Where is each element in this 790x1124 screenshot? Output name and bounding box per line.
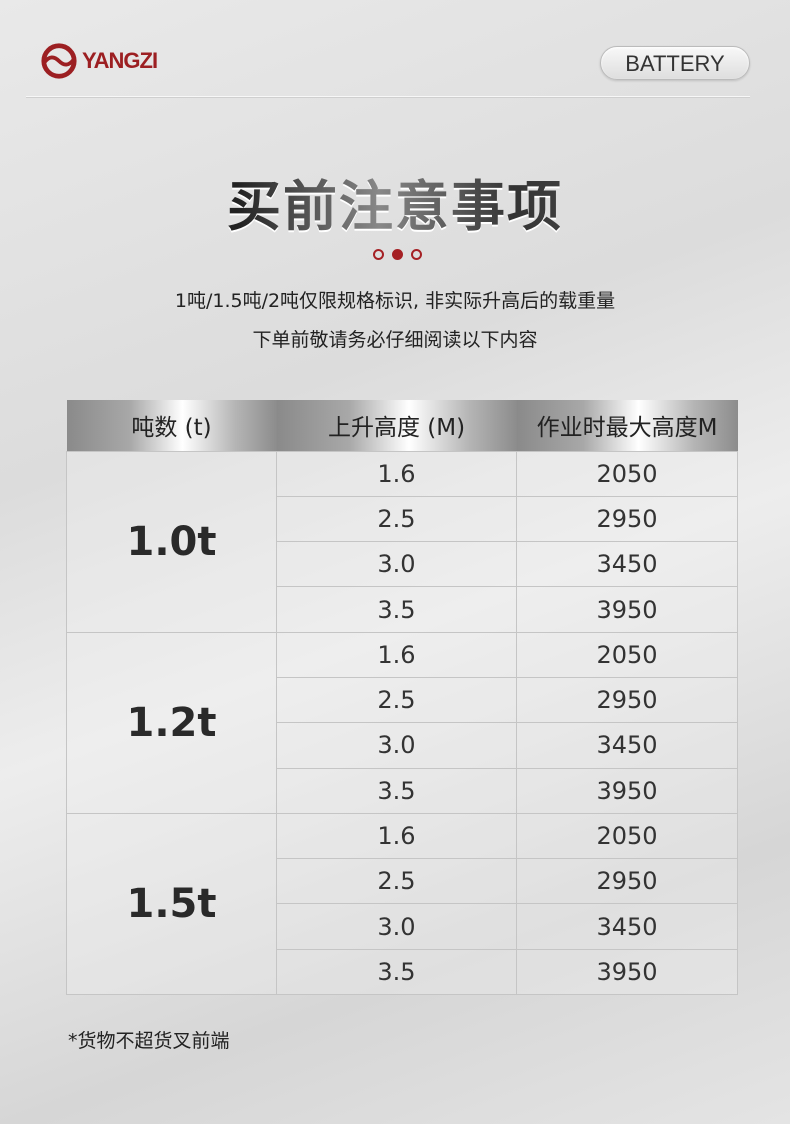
table-row: 3.0 3450	[67, 722, 738, 769]
battery-badge: BATTERY	[600, 46, 750, 80]
max-height-cell: 3950	[516, 767, 738, 814]
dot-icon	[411, 249, 422, 260]
subtitle-line: 下单前敬请务必仔细阅读以下内容	[252, 329, 538, 351]
table-row: 2.5 2950	[67, 495, 738, 543]
table-row: 1.5t 1.6 2050	[66, 812, 738, 996]
lift-height-cell: 3.5	[276, 586, 517, 633]
header-tonnage: 吨数 (t)	[66, 400, 277, 451]
max-height-cell: 2050	[516, 812, 738, 860]
max-height-cell: 3450	[516, 903, 738, 950]
lift-height-cell: 2.5	[276, 495, 517, 543]
divider	[26, 96, 750, 97]
max-height-cell: 2050	[516, 631, 738, 678]
max-height-cell: 3950	[516, 586, 738, 633]
table-row: 2.5 2950	[67, 858, 738, 905]
header-max-height: 作业时最大高度M	[516, 400, 738, 451]
table-row: 3.0 3450	[67, 541, 738, 588]
max-height-cell: 2050	[516, 450, 738, 497]
table-row: 1.2t 1.6 2050	[66, 631, 738, 814]
logo-text: YANGZI	[82, 48, 158, 73]
decorative-dots	[373, 249, 422, 260]
subtitle-line: 1吨/1.5吨/2吨仅限规格标识, 非实际升高后的载重量	[174, 290, 616, 312]
yangzi-logo-icon	[41, 43, 77, 79]
lift-height-cell: 3.0	[276, 541, 517, 588]
lift-height-cell: 3.5	[276, 948, 517, 996]
max-height-cell: 3950	[516, 948, 738, 996]
brand-logo: YANGZI	[40, 42, 158, 80]
table-row: 2.5 2950	[67, 676, 738, 724]
table-row: 3.5 3950	[67, 948, 738, 996]
tonnage-cell: 1.2t	[66, 631, 277, 814]
lift-height-cell: 2.5	[276, 858, 517, 905]
tonnage-cell: 1.0t	[66, 450, 277, 633]
max-height-cell: 3450	[516, 541, 738, 588]
dot-icon	[392, 249, 403, 260]
table-row: 3.5 3950	[67, 767, 738, 814]
page-title: 买前注意事项	[0, 162, 790, 241]
spec-table: 吨数 (t) 上升高度 (M) 作业时最大高度M 1.0t 1.6 2050 2.5 2…	[66, 400, 738, 996]
lift-height-cell: 1.6	[276, 450, 517, 497]
lift-height-cell: 3.0	[276, 722, 517, 769]
max-height-cell: 2950	[516, 858, 738, 905]
lift-height-cell: 1.6	[276, 631, 517, 678]
table-row: 1.0t 1.6 2050	[66, 450, 738, 633]
max-height-cell: 2950	[516, 495, 738, 543]
dot-icon	[373, 249, 384, 260]
max-height-cell: 3450	[516, 722, 738, 769]
max-height-cell: 2950	[516, 676, 738, 724]
table-row: 3.5 3950	[67, 586, 738, 633]
lift-height-cell: 3.5	[276, 767, 517, 814]
table-row: 3.0 3450	[67, 903, 738, 950]
header-lift-height: 上升高度 (M)	[276, 400, 517, 451]
footnote: *货物不超货叉前端	[68, 1030, 230, 1052]
tonnage-cell: 1.5t	[66, 812, 277, 996]
lift-height-cell: 1.6	[276, 812, 517, 860]
lift-height-cell: 2.5	[276, 676, 517, 724]
lift-height-cell: 3.0	[276, 903, 517, 950]
